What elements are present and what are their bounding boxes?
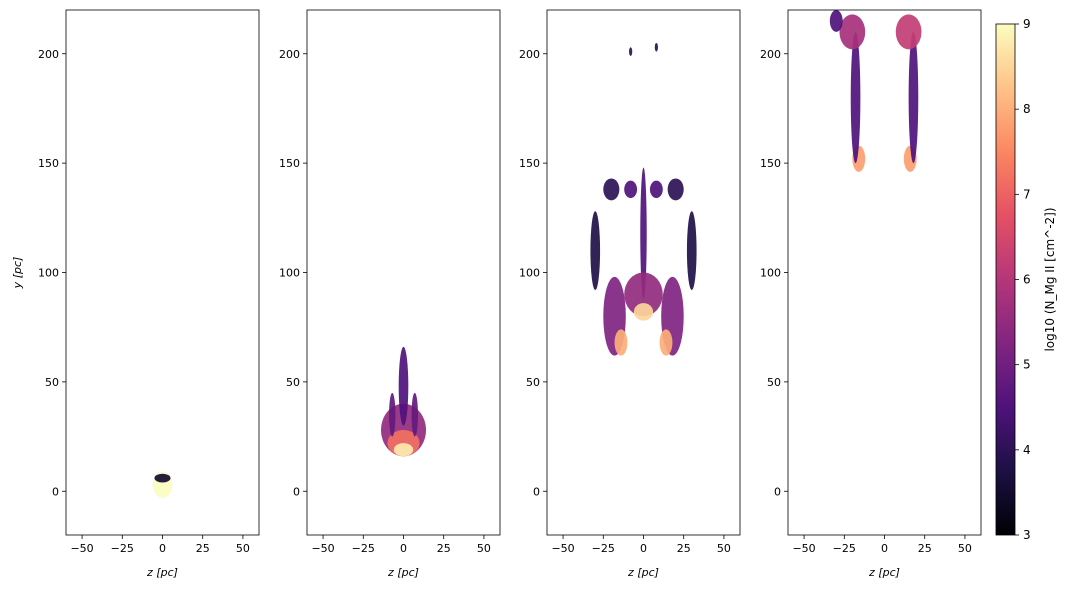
colorbar: 3 4 5 6 7 8 9 log10 (N_Mg II [cm^-2]) <box>995 17 1057 542</box>
colorbar-gradient <box>996 24 1015 535</box>
colorbar-tick-label: 9 <box>1023 17 1031 31</box>
y-tick-label: 200 <box>279 48 300 61</box>
heatmap-blob <box>829 10 843 32</box>
panel-4: −50 −25 0 25 50 0 50 100 150 200 z [pc] <box>760 9 982 579</box>
x-tick-label: 25 <box>196 542 210 555</box>
heatmap-blobs <box>152 471 173 498</box>
heatmap-blobs <box>590 42 697 356</box>
heatmap-blob <box>659 329 673 356</box>
heatmap-blob <box>633 303 654 321</box>
x-tick-label: −25 <box>352 542 375 555</box>
heatmap-blob <box>640 167 647 299</box>
heatmap-blob <box>624 272 663 317</box>
colorbar-tick-label: 5 <box>1023 358 1031 372</box>
heatmap-blob <box>908 31 919 164</box>
heatmap-blob <box>154 473 171 483</box>
y-tick-label: 50 <box>767 376 781 389</box>
heatmap-blob <box>649 180 663 199</box>
heatmap-blob <box>839 14 866 50</box>
heatmap-blob <box>654 42 658 52</box>
x-tick-label: −25 <box>592 542 615 555</box>
heatmap-blob <box>590 211 601 290</box>
y-tick-label: 150 <box>38 157 59 170</box>
panel-2: −50 −25 0 25 50 0 50 100 150 200 z [pc] <box>279 9 501 579</box>
y-tick-label: 150 <box>760 157 781 170</box>
x-tick-label: −50 <box>70 542 93 555</box>
axes-frame <box>65 9 260 536</box>
x-tick-label: 25 <box>677 542 691 555</box>
panel-1: −50 −25 0 25 50 0 50 100 150 200 z [pc] y [pc] <box>11 9 260 579</box>
y-tick-label: 0 <box>52 485 59 498</box>
x-tick-label: 0 <box>640 542 647 555</box>
y-tick-label: 100 <box>519 267 540 280</box>
heatmap-blob <box>895 14 922 50</box>
axes-frame <box>787 9 982 536</box>
x-tick-label: 50 <box>477 542 491 555</box>
heatmap-blob <box>629 47 633 56</box>
colorbar-tick-label: 4 <box>1023 443 1031 457</box>
y-tick-label: 50 <box>286 376 300 389</box>
panel-3: −50 −25 0 25 50 0 50 100 150 200 z [pc] <box>519 9 741 579</box>
heatmap-blob <box>411 392 418 437</box>
y-tick-label: 150 <box>519 157 540 170</box>
y-tick-label: 0 <box>774 485 781 498</box>
heatmap-blob <box>393 443 414 457</box>
x-axis-label: z [pc] <box>146 566 178 579</box>
y-tick-label: 0 <box>533 485 540 498</box>
x-tick-label: 50 <box>958 542 972 555</box>
x-tick-label: −50 <box>551 542 574 555</box>
colorbar-tick-label: 3 <box>1023 528 1031 542</box>
x-axis-label: z [pc] <box>627 566 659 579</box>
y-tick-label: 100 <box>38 267 59 280</box>
x-tick-label: −25 <box>111 542 134 555</box>
x-tick-label: 0 <box>881 542 888 555</box>
y-tick-label: 100 <box>279 267 300 280</box>
x-tick-label: −50 <box>792 542 815 555</box>
x-tick-label: 0 <box>400 542 407 555</box>
heatmap-blob <box>389 392 396 437</box>
x-tick-label: −50 <box>311 542 334 555</box>
x-tick-label: 50 <box>717 542 731 555</box>
x-tick-label: 25 <box>918 542 932 555</box>
x-tick-label: 0 <box>159 542 166 555</box>
y-tick-label: 200 <box>760 48 781 61</box>
x-axis-label: z [pc] <box>868 566 900 579</box>
panels: −50 −25 0 25 50 0 50 100 150 200 z [pc] y [pc] −50 −2… <box>11 9 982 579</box>
y-tick-label: 200 <box>38 48 59 61</box>
colorbar-label: log10 (N_Mg II [cm^-2]) <box>1043 207 1057 351</box>
heatmap-blobs <box>829 10 922 172</box>
x-tick-label: 50 <box>236 542 250 555</box>
heatmap-blob <box>686 211 697 290</box>
heatmap-blob <box>398 346 409 426</box>
x-axis-label: z [pc] <box>387 566 419 579</box>
heatmap-blob <box>850 31 861 164</box>
y-axis-label: y [pc] <box>11 257 24 290</box>
x-tick-label: 25 <box>437 542 451 555</box>
colorbar-tick-label: 8 <box>1023 102 1031 116</box>
heatmap-blob <box>667 178 684 201</box>
colorbar-tick-label: 7 <box>1023 187 1031 201</box>
heatmap-blobs <box>380 346 427 457</box>
y-tick-label: 200 <box>519 48 540 61</box>
colorbar-tick-label: 6 <box>1023 273 1031 287</box>
y-tick-label: 50 <box>526 376 540 389</box>
heatmap-blob <box>603 178 620 201</box>
y-tick-label: 50 <box>45 376 59 389</box>
heatmap-blob <box>614 329 628 356</box>
x-tick-label: −25 <box>833 542 856 555</box>
y-tick-label: 100 <box>760 267 781 280</box>
y-tick-label: 0 <box>293 485 300 498</box>
y-tick-label: 150 <box>279 157 300 170</box>
heatmap-blob <box>624 180 638 199</box>
